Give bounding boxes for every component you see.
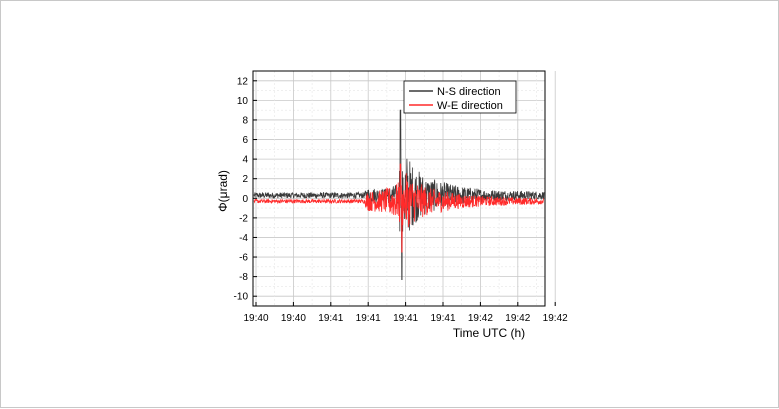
x-tick-label: 19:42 [468, 313, 493, 324]
y-tick-label: 0 [242, 194, 248, 205]
y-tick-label: 6 [242, 135, 248, 146]
y-tick-label: -8 [239, 272, 248, 283]
x-tick-label: 19:41 [393, 313, 418, 324]
series-layer [253, 109, 545, 280]
y-tick-label: 4 [242, 155, 248, 166]
legend: N-S direction W-E direction [403, 80, 517, 114]
y-tick-label: 8 [242, 115, 248, 126]
y-tick-label: 10 [237, 96, 249, 107]
y-tick-label: 2 [242, 174, 248, 185]
y-axis-ticks: 12 10 8 6 4 2 0 -2 -4 -6 -8 -10 [234, 76, 257, 303]
y-tick-label: -4 [239, 233, 248, 244]
x-tick-label: 19:42 [505, 313, 530, 324]
x-axis-ticks: 19:40 19:40 19:41 19:41 19:41 19:41 19:42 19:42… [243, 302, 568, 324]
x-tick-label: 19:41 [356, 313, 381, 324]
x-tick-label: 19:42 [543, 313, 568, 324]
y-axis-title: Φ(μrad) [216, 170, 230, 212]
legend-label-ns: N-S direction [437, 86, 501, 98]
y-tick-label: -6 [239, 253, 248, 264]
x-axis-title: Time UTC (h) [453, 326, 525, 340]
plot-area-border [252, 70, 546, 307]
x-tick-label: 19:41 [430, 313, 455, 324]
legend-box [403, 80, 517, 114]
series-line-we [253, 163, 545, 253]
y-tick-label: -2 [239, 213, 248, 224]
x-tick-label: 19:41 [318, 313, 343, 324]
x-tick-label: 19:40 [243, 313, 268, 324]
y-tick-label: -10 [234, 292, 249, 303]
y-tick-label: 12 [237, 76, 249, 87]
x-tick-label: 19:40 [281, 313, 306, 324]
legend-label-we: W-E direction [437, 100, 503, 112]
